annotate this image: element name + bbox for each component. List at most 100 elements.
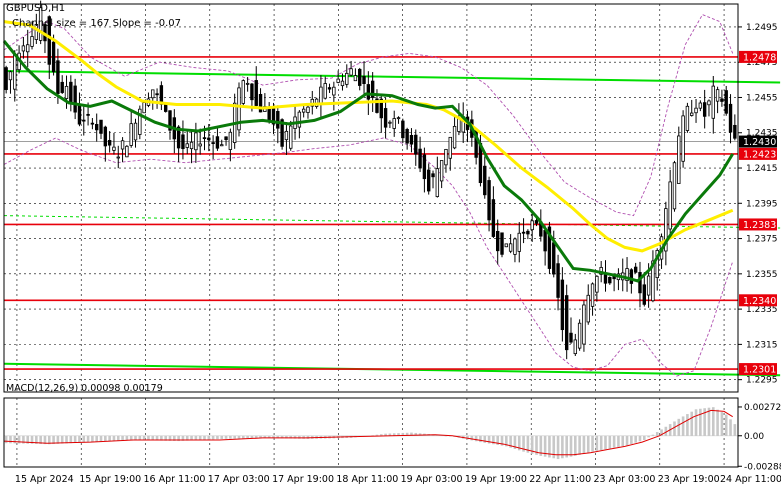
macd-histogram-bar	[73, 435, 77, 443]
macd-histogram-bar	[173, 435, 176, 441]
candle-body	[289, 125, 293, 149]
y-tick-label: 1.2475	[746, 58, 778, 68]
candle	[638, 261, 642, 308]
macd-histogram-bar	[686, 414, 689, 436]
candle-body	[633, 266, 638, 273]
candle-body	[116, 156, 120, 159]
candle	[181, 120, 185, 160]
macd-histogram-bar	[578, 435, 581, 455]
macd-histogram-bar	[694, 409, 698, 436]
candle	[418, 136, 422, 173]
candle-body	[681, 115, 685, 162]
macd-histogram-bar	[517, 435, 521, 451]
candle	[284, 122, 289, 155]
macd-histogram-bar	[203, 435, 206, 440]
macd-histogram-bar	[30, 435, 34, 444]
macd-histogram-bar	[466, 435, 469, 440]
candle	[608, 276, 612, 285]
macd-histogram-bar	[121, 435, 124, 441]
macd-histogram-bar	[216, 435, 219, 440]
macd-histogram-bar	[151, 435, 155, 441]
candle-body	[521, 231, 526, 234]
macd-histogram-bar	[574, 435, 577, 456]
candle-body	[215, 136, 220, 149]
candle	[422, 147, 427, 193]
candle-body	[396, 117, 401, 120]
candle	[47, 15, 51, 80]
candle-body	[625, 268, 629, 281]
macd-histogram-bar	[569, 435, 573, 457]
candle	[103, 125, 108, 162]
macd-histogram-bar	[591, 435, 594, 452]
macd-y-tick-label: 0.00	[744, 432, 764, 442]
macd-histogram-bar	[401, 432, 405, 436]
macd-histogram-bar	[138, 435, 142, 441]
candle	[95, 113, 99, 142]
candle-body	[336, 78, 340, 83]
macd-histogram-bar	[116, 435, 120, 441]
candle	[414, 129, 418, 166]
candle	[73, 78, 77, 120]
candle	[427, 163, 431, 195]
candle-body	[586, 294, 590, 323]
candle-body	[375, 98, 379, 113]
macd-histogram-bar	[185, 435, 189, 441]
macd-histogram-bar	[78, 435, 81, 443]
macd-histogram-bar	[285, 435, 288, 439]
candle-body	[125, 145, 129, 158]
macd-histogram-bar	[17, 435, 21, 444]
candle	[392, 110, 396, 137]
candle	[728, 94, 733, 144]
candle	[668, 169, 672, 235]
candle-body	[582, 304, 586, 345]
macd-histogram-bar	[500, 435, 504, 446]
x-tick-label: 23 Apr 19:00	[658, 474, 720, 485]
macd-y-tick-label: 0.00272	[744, 403, 781, 413]
macd-histogram-bar	[13, 435, 17, 444]
candle-body	[677, 135, 681, 184]
candle	[60, 75, 64, 94]
macd-histogram-bar	[4, 435, 8, 444]
candle	[590, 282, 595, 316]
candle-body	[487, 180, 491, 221]
candle	[530, 211, 534, 242]
candle-body	[733, 124, 737, 139]
y-tick-label: 1.2395	[746, 199, 778, 209]
macd-histogram-bar	[651, 434, 655, 436]
macd-histogram-bar	[565, 435, 568, 458]
candle-body	[73, 85, 77, 113]
candle	[245, 76, 250, 92]
candle-body	[254, 80, 258, 106]
macd-histogram-bar	[125, 435, 129, 441]
macd-histogram-bar	[711, 407, 715, 436]
candle-body	[228, 131, 233, 150]
chart-subtitle: Channel size = 167 Slope = -0.07	[12, 18, 181, 29]
candle	[500, 232, 504, 258]
candle	[306, 105, 310, 119]
candle-body	[405, 128, 409, 144]
candle	[560, 267, 565, 342]
macd-y-tick-label: -0.00288	[744, 462, 781, 472]
x-tick-label: 24 Apr 11:00	[720, 474, 781, 485]
candle-body	[237, 87, 241, 131]
x-tick-label: 18 Apr 11:00	[336, 474, 398, 485]
macd-histogram-bar	[220, 435, 224, 439]
candle-body	[34, 24, 39, 40]
macd-histogram-bar	[655, 432, 659, 436]
candle-body	[112, 146, 116, 151]
candle	[323, 76, 327, 100]
macd-histogram-bar	[548, 435, 551, 458]
candle-body	[267, 107, 271, 121]
macd-histogram-bar	[254, 435, 258, 439]
candle-body	[379, 98, 383, 119]
candle-body	[241, 80, 246, 104]
candle	[633, 262, 638, 274]
candle-body	[530, 220, 534, 231]
candle-body	[724, 90, 728, 114]
candle-body	[202, 137, 207, 140]
macd-histogram-bar	[164, 435, 167, 441]
macd-histogram-bar	[582, 435, 586, 454]
macd-histogram-bar	[263, 435, 267, 438]
macd-histogram-bar	[733, 424, 737, 436]
macd-histogram-bar	[246, 435, 249, 439]
